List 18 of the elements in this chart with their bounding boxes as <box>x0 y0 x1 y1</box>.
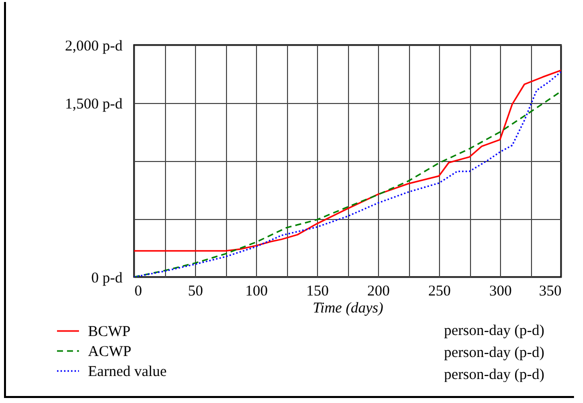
x-tick-label: 300 <box>489 284 512 300</box>
legend-label: ACWP <box>88 344 132 360</box>
text: person-day (p-d) <box>444 367 544 383</box>
x-tick-label: 350 <box>539 284 562 300</box>
y-tick-label: 0 p-d <box>91 270 123 286</box>
x-axis-title: Time (days) <box>312 300 384 316</box>
legend-label: Earned value <box>88 364 168 380</box>
x-tick-label: 0 <box>134 284 142 300</box>
text: person-day (p-d) <box>444 323 544 339</box>
y-tick-label: 1,500 p-d <box>65 96 123 112</box>
y-tick-label: 2,000 p-d <box>65 38 123 54</box>
x-tick-label: 250 <box>428 284 451 300</box>
x-tick-label: 50 <box>188 284 203 300</box>
text: person-day (p-d) <box>444 345 544 361</box>
legend-label: BCWP <box>88 324 131 340</box>
x-tick-label: 150 <box>306 284 329 300</box>
x-tick-label: 200 <box>367 284 390 300</box>
x-tick-label: 100 <box>245 284 268 300</box>
